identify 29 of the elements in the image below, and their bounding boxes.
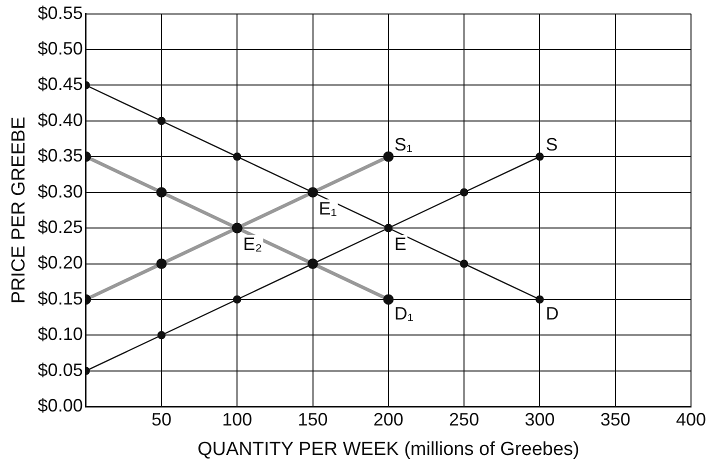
y-tick-label: $0.15 — [38, 288, 83, 308]
series-label: D — [546, 303, 559, 324]
y-tick-label: $0.25 — [38, 217, 83, 238]
x-tick-label: 350 — [600, 409, 630, 430]
y-tick-label: $0.30 — [38, 181, 83, 202]
y-tick-label: $0.50 — [38, 38, 83, 58]
x-tick-label: 400 — [676, 409, 706, 430]
annotation: E₁ — [318, 198, 337, 218]
annotation: E — [394, 234, 406, 254]
series-label: S — [546, 134, 558, 155]
series-label: S₁ — [394, 134, 413, 155]
y-axis-title: PRICE PER GREEBE — [8, 116, 30, 304]
x-tick-label: 250 — [449, 409, 480, 430]
y-tick-label: $0.05 — [38, 360, 83, 380]
y-tick-label: $0.40 — [38, 110, 83, 130]
x-tick-label: 200 — [373, 409, 404, 430]
x-axis-title: QUANTITY PER WEEK (millions of Greebes) — [197, 438, 580, 460]
y-tick-label: $0.00 — [38, 396, 83, 416]
series-label: D₁ — [394, 303, 414, 324]
x-tick-label: 50 — [151, 409, 172, 430]
y-tick-label: $0.55 — [38, 2, 83, 23]
y-tick-label: $0.35 — [38, 146, 83, 166]
x-tick-label: 100 — [222, 409, 252, 430]
x-tick-label: 300 — [524, 409, 555, 430]
y-tick-label: $0.20 — [38, 252, 83, 273]
y-tick-label: $0.45 — [38, 74, 83, 94]
y-tick-label: $0.10 — [38, 324, 83, 344]
annotation: E₂ — [243, 234, 262, 254]
x-tick-label: 150 — [298, 409, 328, 430]
